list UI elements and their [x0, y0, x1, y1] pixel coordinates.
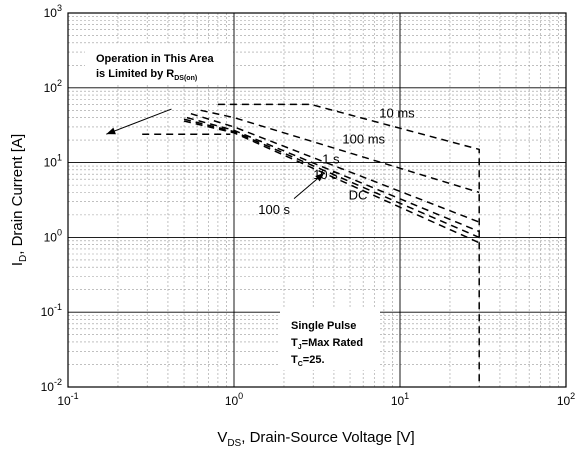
y-tick-label: 101: [44, 153, 62, 170]
pulse-tc-main: T: [291, 354, 298, 366]
rds-limit-note: Operation in This Area is Limited by RDS…: [85, 45, 233, 83]
y-tick-label: 103: [44, 3, 62, 20]
x-axis-title-sub: DS: [227, 438, 241, 449]
x-tick-label: 10-1: [57, 391, 78, 408]
rds-note-line2: is Limited by RDS(on): [96, 68, 197, 82]
pulse-tj-main: T: [291, 337, 298, 349]
pulse-note-line2: TJ=Max Rated: [291, 337, 363, 351]
y-axis-title: ID, Drain Current [A]: [9, 134, 29, 266]
label-10ms: 10 ms: [379, 106, 415, 121]
series-line-100s: [183, 118, 480, 239]
series-layer: [142, 103, 480, 387]
arrow-layer: [106, 108, 325, 199]
pulse-note-line3: TC=25.: [291, 354, 325, 368]
rds-arrow-head: [106, 127, 116, 135]
y-tick-label: 10-2: [41, 377, 62, 394]
series-line-1s: [190, 112, 480, 223]
pulse-note-line1: Single Pulse: [291, 320, 356, 332]
rds-note-subscript: DS(on): [174, 75, 197, 82]
label-10s: 10 s: [313, 167, 338, 182]
y-tick-label: 10-1: [41, 302, 62, 319]
x-axis-title-rest: , Drain-Source Voltage [V]: [241, 429, 414, 446]
y-axis-title-main: I: [9, 262, 26, 266]
single-pulse-note: Single Pulse TJ=Max Rated TC=25.: [280, 308, 380, 370]
label-100s: 100 s: [258, 202, 290, 217]
x-axis-title: VDS, Drain-Source Voltage [V]: [217, 429, 414, 449]
x-tick-label: 102: [557, 391, 575, 408]
100s-arrow-head: [315, 172, 325, 182]
series-line-dc: [183, 120, 480, 244]
y-axis-title-rest: , Drain Current [A]: [9, 134, 26, 255]
x-axis-title-main: V: [217, 429, 227, 446]
label-100ms: 100 ms: [342, 132, 385, 147]
x-tick-label: 101: [391, 391, 409, 408]
y-tick-label: 102: [44, 78, 62, 95]
plot-frame: [67, 12, 567, 388]
x-tick-label: 100: [225, 391, 243, 408]
pulse-note-background: [280, 308, 380, 370]
label-dc: DC: [349, 188, 368, 203]
pulse-tj-rest: =Max Rated: [302, 337, 363, 349]
pulse-tc-sub: C: [298, 361, 303, 368]
pulse-tj-sub: J: [298, 344, 302, 351]
rds-arrow-shaft: [106, 108, 172, 135]
rds-note-line1: Operation in This Area: [96, 53, 214, 65]
series-line-10s: [186, 116, 480, 233]
label-1s: 1 s: [322, 151, 340, 166]
rds-note-line2-main: is Limited by R: [96, 68, 174, 80]
series-line-10ms: [217, 103, 480, 387]
pulse-tc-rest: =25.: [303, 354, 325, 366]
y-tick-label: 100: [44, 227, 62, 244]
series-line-100ms: [200, 109, 480, 194]
y-axis-title-sub: D: [18, 255, 29, 262]
rds-note-background: [85, 45, 233, 83]
